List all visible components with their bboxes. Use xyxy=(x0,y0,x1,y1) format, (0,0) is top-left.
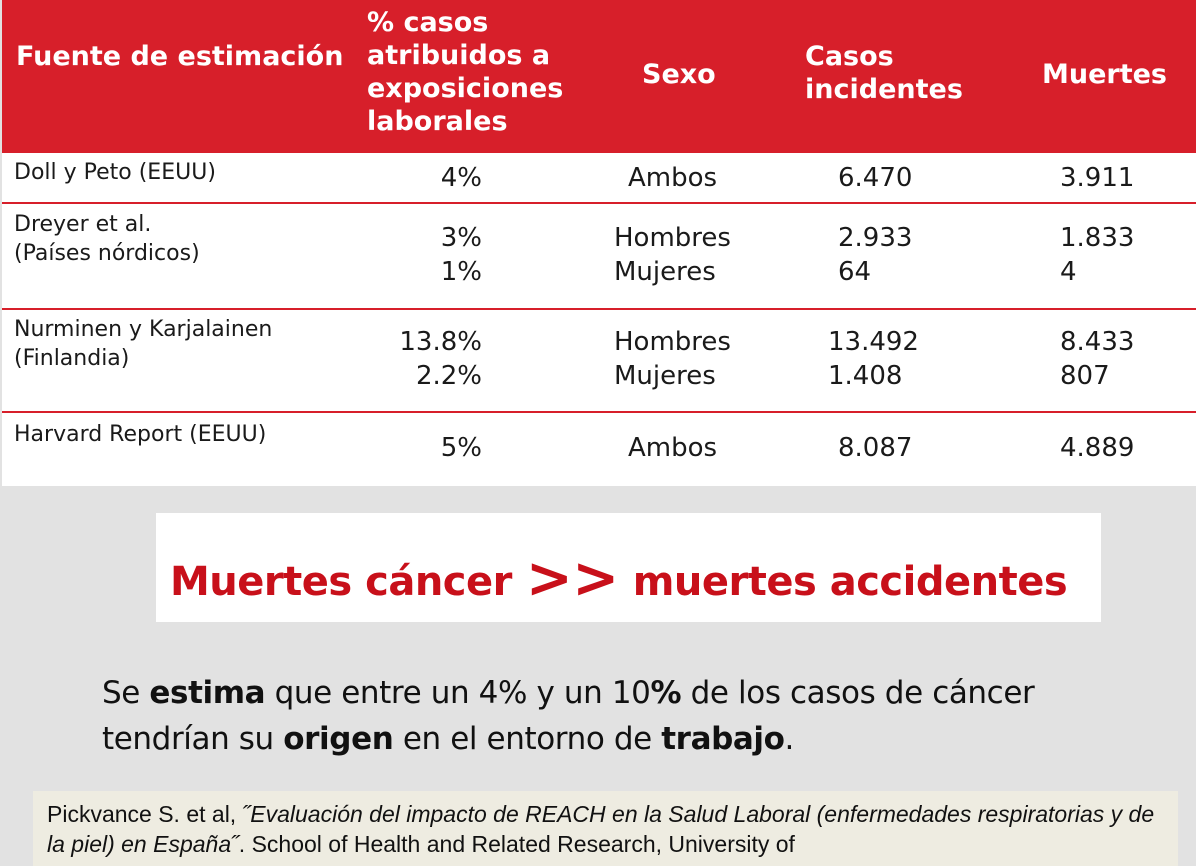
cell-casos: 8.087 xyxy=(838,433,913,463)
table-row: Harvard Report (EEUU) 5% Ambos 8.087 4.8… xyxy=(2,413,1196,486)
cell-casos: 13.492 1.408 xyxy=(828,327,919,391)
cell-muertes: 3.911 xyxy=(1060,163,1135,193)
table-row: Doll y Peto (EEUU) 4% Ambos 6.470 3.911 xyxy=(2,153,1196,204)
cell-fuente: Doll y Peto (EEUU) xyxy=(14,160,216,185)
header-casos: Casos incidentes xyxy=(805,41,963,105)
cell-fuente: Nurminen y Karjalainen (Finlandia) xyxy=(14,317,273,371)
citation-rest: . School of Health and Related Research,… xyxy=(238,831,795,857)
cell-sexo: Ambos xyxy=(628,433,718,463)
callout-right: muertes accidentes xyxy=(632,559,1068,605)
cell-pct: 3% 1% xyxy=(440,223,482,287)
cell-casos: 6.470 xyxy=(838,163,913,193)
citation-title: ˝Evaluación del impacto de REACH en la S… xyxy=(47,801,1155,857)
cell-muertes: 8.433 807 xyxy=(1060,327,1135,391)
cell-pct: 5% xyxy=(440,433,482,463)
cell-pct: 4% xyxy=(440,163,482,193)
cell-muertes: 4.889 xyxy=(1060,433,1135,463)
citation-box: Pickvance S. et al, ˝Evaluación del impa… xyxy=(33,791,1178,866)
cell-fuente: Harvard Report (EEUU) xyxy=(14,422,267,447)
header-pct: % casos atribuidos a exposiciones labora… xyxy=(367,7,564,137)
table-header: Fuente de estimación % casos atribuidos … xyxy=(2,0,1196,153)
cell-sexo: Hombres Mujeres xyxy=(614,223,731,287)
statement-text: Se estima que entre un 4% y un 10% de lo… xyxy=(102,675,1035,757)
callout-text: Muertes cáncer >> muertes accidentes xyxy=(170,546,1068,611)
estimates-table: Fuente de estimación % casos atribuidos … xyxy=(2,0,1196,486)
header-muertes: Muertes xyxy=(1042,59,1168,90)
table-row: Nurminen y Karjalainen (Finlandia) 13.8%… xyxy=(2,310,1196,413)
callout-left: Muertes cáncer xyxy=(170,559,512,605)
citation-authors: Pickvance S. et al, xyxy=(47,801,243,827)
cell-fuente: Dreyer et al. (Países nórdicos) xyxy=(14,212,200,266)
cell-pct: 13.8% 2.2% xyxy=(399,327,482,391)
callout-box: Muertes cáncer >> muertes accidentes xyxy=(156,513,1101,622)
header-fuente: Fuente de estimación xyxy=(16,41,344,72)
callout-arrows: >> xyxy=(525,546,619,611)
cell-muertes: 1.833 4 xyxy=(1060,223,1135,287)
header-sexo: Sexo xyxy=(642,59,716,90)
cell-sexo: Hombres Mujeres xyxy=(614,327,731,391)
cell-casos: 2.933 64 xyxy=(838,223,913,287)
cell-sexo: Ambos xyxy=(628,163,718,193)
table-row: Dreyer et al. (Países nórdicos) 3% 1% Ho… xyxy=(2,204,1196,310)
